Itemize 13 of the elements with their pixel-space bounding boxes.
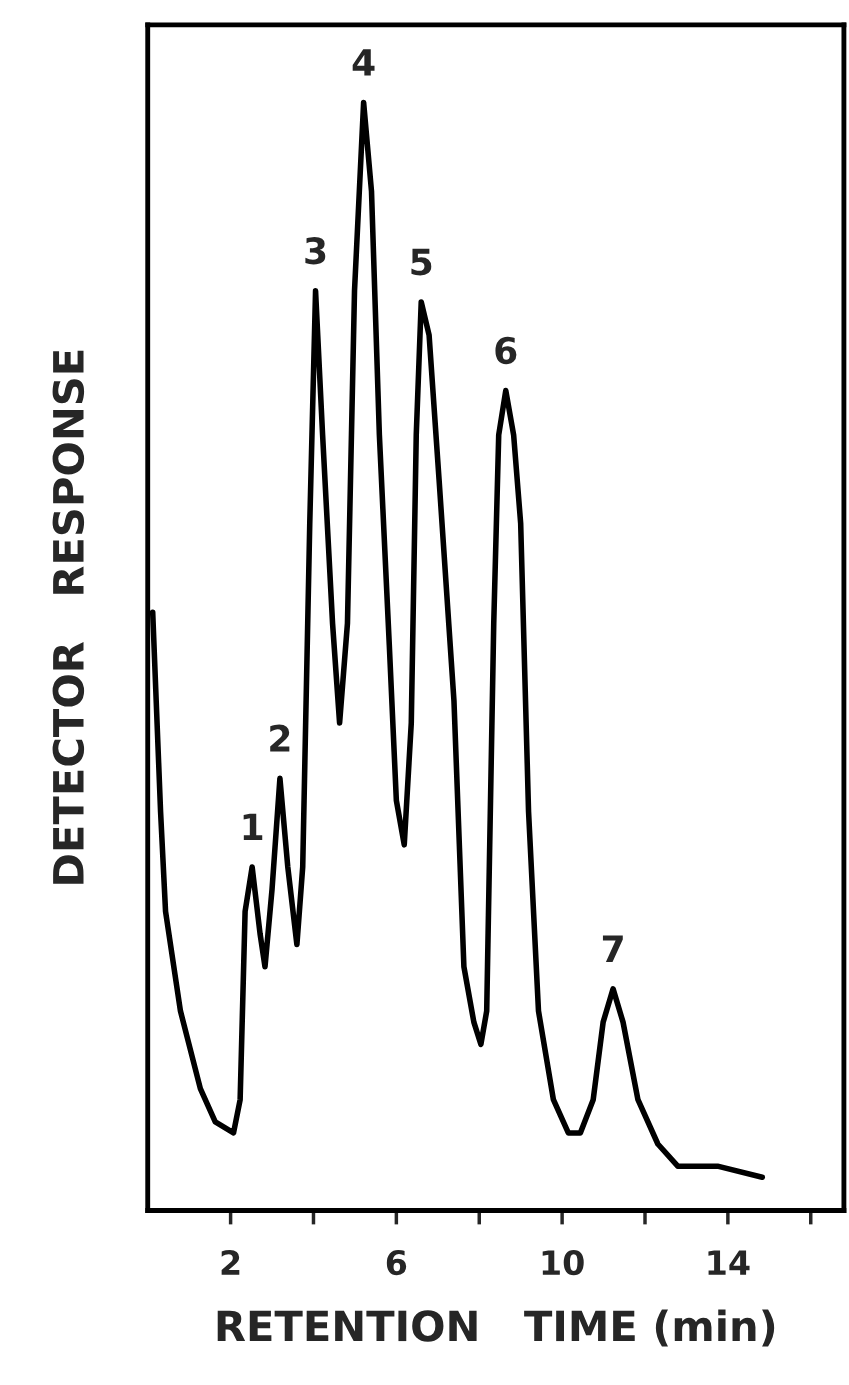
x-tick-label: 10 bbox=[542, 1249, 584, 1276]
x-tick-label: 2 bbox=[221, 1249, 240, 1275]
x-axis-title: RETENTION TIME (min) bbox=[217, 1309, 775, 1347]
annotation: 6 bbox=[495, 336, 517, 365]
annotation: 7 bbox=[602, 935, 623, 962]
annotation: 2 bbox=[270, 724, 290, 752]
y-axis-title: DETECTOR RESPONSE bbox=[52, 350, 85, 884]
x-tick-label: 6 bbox=[386, 1250, 407, 1276]
annotation: 1 bbox=[243, 813, 263, 841]
annotation: 3 bbox=[305, 237, 326, 265]
x-tick-label: 14 bbox=[708, 1250, 750, 1275]
annotation: 4 bbox=[352, 49, 375, 76]
annotation: 5 bbox=[411, 248, 432, 276]
